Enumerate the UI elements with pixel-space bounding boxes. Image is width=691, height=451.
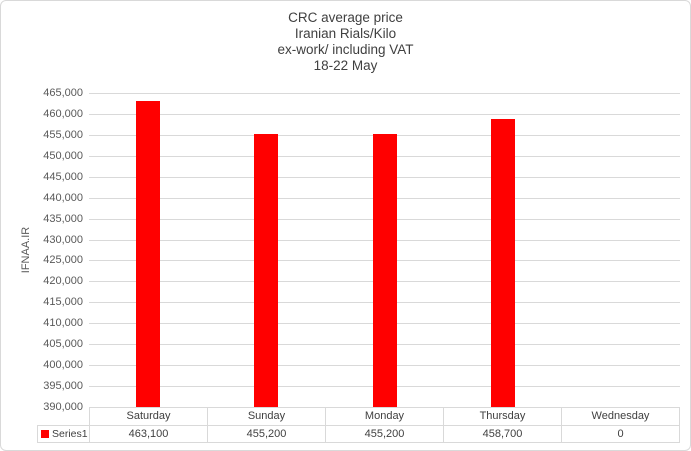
table-header-cell: Saturday <box>89 408 208 425</box>
plot-area <box>89 93 680 408</box>
gridline <box>89 114 680 115</box>
bar-sunday <box>254 134 278 407</box>
y-tick-label: 420,000 <box>43 275 83 287</box>
chart-title: CRC average price Iranian Rials/Kilo ex-… <box>1 10 690 74</box>
table-value-cell: 458,700 <box>444 426 562 442</box>
y-tick-label: 390,000 <box>43 401 83 413</box>
y-tick-label: 430,000 <box>43 234 83 246</box>
y-tick-label: 460,000 <box>43 108 83 120</box>
table-header-cell: Sunday <box>208 408 326 425</box>
y-tick-label: 405,000 <box>43 338 83 350</box>
chart-title-line: 18-22 May <box>313 58 378 73</box>
bar-saturday <box>136 101 160 407</box>
chart-title-line: ex-work/ including VAT <box>277 42 414 57</box>
chart-title-line: Iranian Rials/Kilo <box>294 26 397 41</box>
bar-thursday <box>491 119 515 407</box>
y-tick-label: 400,000 <box>43 359 83 371</box>
legend-series-label: Series1 <box>52 428 88 440</box>
data-table-header-row: Saturday Sunday Monday Thursday Wednesday <box>89 407 680 425</box>
table-value-cell: 463,100 <box>89 426 208 442</box>
gridline <box>89 93 680 94</box>
y-tick-label: 450,000 <box>43 150 83 162</box>
legend-cell: Series1 <box>37 425 89 443</box>
table-header-cell: Monday <box>326 408 444 425</box>
table-value-cell: 455,200 <box>326 426 444 442</box>
y-tick-label: 425,000 <box>43 254 83 266</box>
bar-monday <box>373 134 397 407</box>
y-tick-label: 445,000 <box>43 171 83 183</box>
y-tick-label: 395,000 <box>43 380 83 392</box>
y-tick-label: 455,000 <box>43 129 83 141</box>
chart-title-line: CRC average price <box>288 10 403 25</box>
y-tick-label: 465,000 <box>43 87 83 99</box>
y-tick-label: 410,000 <box>43 317 83 329</box>
table-header-cell: Thursday <box>444 408 562 425</box>
data-table-value-row: 463,100 455,200 455,200 458,700 0 <box>89 425 680 443</box>
y-tick-label: 440,000 <box>43 192 83 204</box>
table-value-cell: 455,200 <box>208 426 326 442</box>
y-tick-label: 435,000 <box>43 213 83 225</box>
table-value-cell: 0 <box>562 426 680 442</box>
y-tick-label: 415,000 <box>43 296 83 308</box>
table-header-cell: Wednesday <box>562 408 680 425</box>
legend-series-swatch-icon <box>41 430 49 438</box>
